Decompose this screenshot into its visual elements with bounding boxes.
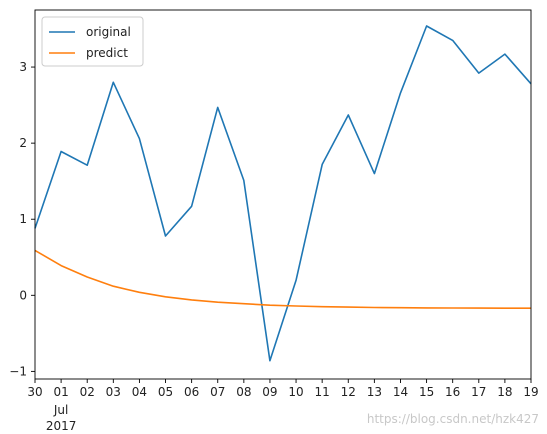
x-tick-label: 17 [471, 385, 486, 399]
x-tick-label: 18 [497, 385, 512, 399]
y-tick-label: 0 [19, 288, 27, 302]
x-tick-label: 15 [419, 385, 434, 399]
series-line-predict [34, 249, 531, 310]
x-tick-label: 05 [158, 385, 173, 399]
x-tick-label: 19 [523, 385, 538, 399]
x-axis: 30 01 Jul 2017 02 03 04 05 06 07 08 09 10 11 12 13 14 15 1… [27, 379, 539, 433]
x-tick-label: 13 [367, 385, 382, 399]
plot-frame [34, 9, 532, 380]
y-tick-label: −1 [9, 364, 27, 378]
x-tick-label: 03 [106, 385, 121, 399]
x-tick-label: 02 [80, 385, 95, 399]
legend: original predict [41, 16, 144, 67]
x-tick-label: 09 [262, 385, 277, 399]
x-tick-sublabel: Jul [53, 403, 68, 417]
series-line-original [34, 25, 532, 362]
x-tick-label: 04 [132, 385, 147, 399]
y-axis: −1 0 1 2 3 [9, 60, 35, 378]
x-tick-label: 16 [445, 385, 460, 399]
x-tick-label: 06 [184, 385, 199, 399]
x-tick-label: 11 [315, 385, 330, 399]
x-tick-label: 01 [53, 385, 68, 399]
x-tick-label: 07 [210, 385, 225, 399]
x-tick-sublabel: 2017 [46, 419, 77, 433]
x-tick-label: 12 [341, 385, 356, 399]
y-tick-label: 2 [19, 136, 27, 150]
legend-label-original: original [86, 25, 131, 39]
plot-area [34, 9, 532, 380]
y-tick-label: 1 [19, 212, 27, 226]
x-tick-label: 10 [288, 385, 303, 399]
x-tick-label: 30 [27, 385, 42, 399]
watermark: https://blog.csdn.net/hzk427 [366, 412, 539, 426]
x-tick-label: 08 [236, 385, 251, 399]
y-tick-label: 3 [19, 60, 27, 74]
legend-label-predict: predict [86, 46, 128, 60]
x-tick-label: 14 [393, 385, 408, 399]
